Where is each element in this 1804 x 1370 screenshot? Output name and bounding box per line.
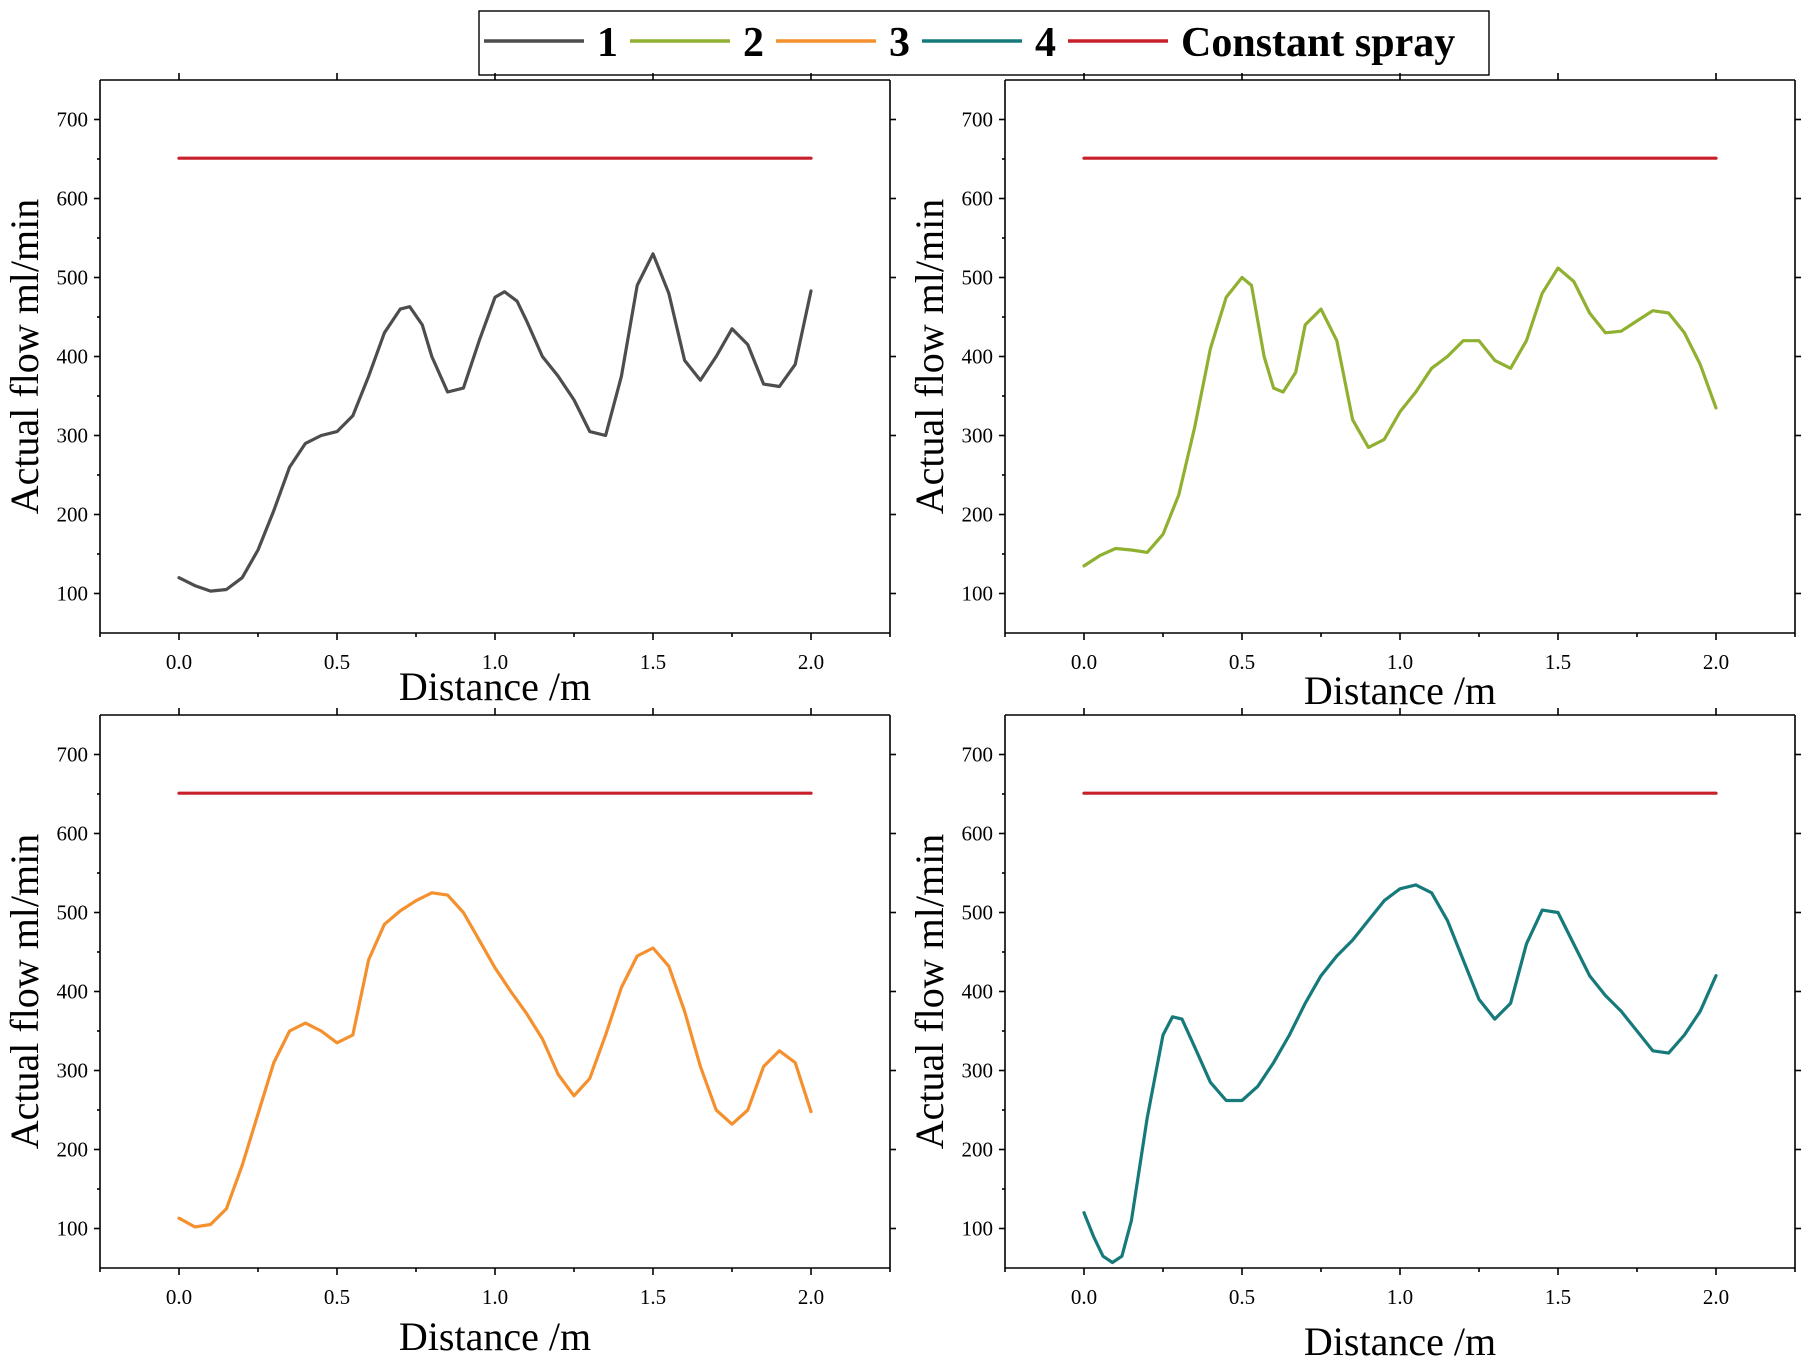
legend-item: Constant spray (1068, 20, 1455, 66)
y-tick-label: 100 (57, 582, 89, 606)
x-tick-label: 0.5 (324, 650, 350, 674)
series-1-line (177, 252, 813, 593)
legend-label: 3 (889, 20, 910, 66)
x-tick-label: 2.0 (798, 650, 824, 674)
legend-item: 3 (776, 20, 910, 66)
x-tick-label: 0.5 (1229, 1285, 1255, 1309)
chart-panel-3: 100 200 300 400 500 600 700 0.0 0.5 1.0 1.5 2.0 Dist… (2, 708, 896, 1359)
panels: 100 200 300 400 500 600 700 0.0 0.5 1.0 1.5 2.0 Dist… (2, 73, 1801, 1364)
y-tick-label: 300 (962, 1059, 994, 1083)
legend-label: 4 (1035, 20, 1056, 66)
y-tick-label: 500 (57, 266, 89, 290)
y-tick-label: 700 (962, 108, 994, 132)
y-tick-label: 700 (57, 108, 89, 132)
x-tick-label: 1.5 (640, 1285, 666, 1309)
x-tick-label: 1.0 (1387, 1285, 1413, 1309)
y-tick-label: 300 (57, 1059, 89, 1083)
y-tick-label: 100 (962, 1217, 994, 1241)
y-tick-label: 500 (962, 901, 994, 925)
legend-item: 2 (630, 20, 764, 66)
y-tick-label: 600 (962, 822, 994, 846)
y-tick-label: 300 (57, 424, 89, 448)
x-tick-label: 1.0 (482, 650, 508, 674)
x-tick-label: 2.0 (798, 1285, 824, 1309)
y-tick-label: 100 (57, 1217, 89, 1241)
y-tick-label: 500 (57, 901, 89, 925)
y-tick-label: 500 (962, 266, 994, 290)
x-axis-title: Distance /m (399, 664, 591, 709)
x-tick-label: 0.0 (1071, 650, 1097, 674)
series-3-line (177, 891, 813, 1229)
y-tick-label: 700 (962, 743, 994, 767)
x-tick-label: 0.0 (166, 650, 192, 674)
x-tick-label: 0.0 (166, 1285, 192, 1309)
x-tick-label: 1.0 (1387, 650, 1413, 674)
legend-label: 2 (743, 20, 764, 66)
x-tick-label: 2.0 (1703, 650, 1729, 674)
series-4-line (1082, 883, 1718, 1265)
legend-item: 1 (484, 20, 618, 66)
y-tick-label: 600 (57, 822, 89, 846)
y-tick-label: 400 (57, 345, 89, 369)
y-axis-title: Actual flow ml/min (907, 834, 952, 1150)
x-tick-label: 1.0 (482, 1285, 508, 1309)
y-tick-label: 200 (57, 503, 89, 527)
x-tick-label: 0.5 (1229, 650, 1255, 674)
x-tick-label: 2.0 (1703, 1285, 1729, 1309)
legend-label: 1 (597, 20, 618, 66)
x-tick-label: 0.0 (1071, 1285, 1097, 1309)
legend-box (478, 10, 1490, 76)
x-tick-label: 1.5 (1545, 650, 1571, 674)
y-tick-label: 400 (962, 980, 994, 1004)
chart-panel-4: 100 200 300 400 500 600 700 0.0 0.5 1.0 1.5 2.0 Dist… (907, 708, 1801, 1364)
y-tick-label: 200 (962, 503, 994, 527)
x-axis-title: Distance /m (1304, 668, 1496, 713)
legend: 1 2 3 4 Constant spray (478, 10, 1490, 76)
y-tick-label: 200 (962, 1138, 994, 1162)
y-tick-label: 400 (57, 980, 89, 1004)
y-axis-title: Actual flow ml/min (2, 834, 47, 1150)
y-tick-label: 400 (962, 345, 994, 369)
y-tick-label: 200 (57, 1138, 89, 1162)
legend-item: 4 (922, 20, 1056, 66)
y-tick-label: 100 (962, 582, 994, 606)
x-axis-title: Distance /m (399, 1314, 591, 1359)
chart-panel-2: 100 200 300 400 500 600 700 0.0 0.5 1.0 1.5 2.0 Dist… (907, 73, 1801, 713)
y-axis-title: Actual flow ml/min (907, 199, 952, 515)
x-tick-label: 0.5 (324, 1285, 350, 1309)
legend-label: Constant spray (1181, 20, 1455, 66)
y-tick-label: 600 (57, 187, 89, 211)
y-tick-label: 700 (57, 743, 89, 767)
x-tick-label: 1.5 (1545, 1285, 1571, 1309)
y-tick-label: 600 (962, 187, 994, 211)
x-axis-title: Distance /m (1304, 1319, 1496, 1364)
x-tick-label: 1.5 (640, 650, 666, 674)
chart-panel-1: 100 200 300 400 500 600 700 0.0 0.5 1.0 1.5 2.0 Dist… (2, 73, 896, 709)
y-axis-title: Actual flow ml/min (2, 199, 47, 515)
y-tick-label: 300 (962, 424, 994, 448)
series-2-line (1082, 266, 1718, 568)
